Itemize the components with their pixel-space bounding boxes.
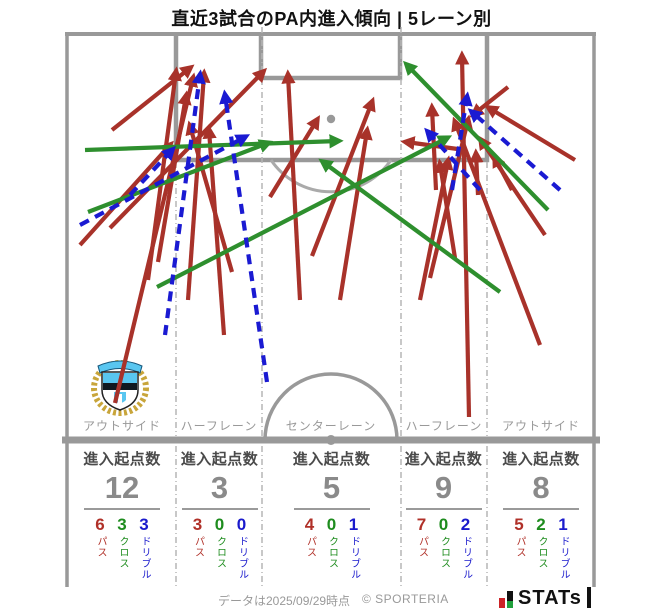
dribble-count: 2 <box>460 514 471 534</box>
origins-count: 3 <box>210 470 229 505</box>
pass-arrow <box>110 64 195 132</box>
divider <box>181 507 258 510</box>
pass-arrow <box>484 105 577 162</box>
cross-arrow <box>156 135 453 289</box>
pass-arrow <box>434 158 458 259</box>
stats-logo-text: STATs <box>518 587 582 609</box>
stat-title: 進入起点数 <box>83 451 161 468</box>
dribble-arrow <box>424 127 482 192</box>
lane-label-center: センターレーン <box>285 419 377 433</box>
pass-label: パス <box>192 536 204 559</box>
cross-count: 2 <box>536 514 546 534</box>
pass-label: パス <box>416 536 428 559</box>
lane-label-outside-right: アウトサイド <box>501 419 581 433</box>
cross-arrow <box>87 139 274 214</box>
cross-arrow <box>84 134 344 153</box>
pass-label: パス <box>514 536 525 559</box>
divider <box>405 507 482 510</box>
cross-label: クロス <box>117 536 128 570</box>
pass-count: 4 <box>304 514 315 534</box>
cross-count: 3 <box>117 514 127 534</box>
pass-label: パス <box>95 536 106 559</box>
stat-col-4: 進入起点数 9 7 パス 0 クロス 2 ドリブル <box>400 448 487 580</box>
stat-col-3: 進入起点数 5 4 パス 0 クロス 1 ドリブル <box>263 448 400 580</box>
data-date-note: データは2025/09/29時点 <box>218 594 351 608</box>
pass-count: 3 <box>192 514 203 534</box>
cross-label: クロス <box>214 536 226 570</box>
cross-label: クロス <box>326 536 338 570</box>
pass-count: 6 <box>95 514 105 534</box>
cross-label: クロス <box>438 536 450 570</box>
goal-box <box>258 34 403 81</box>
pass-arrow <box>425 102 440 191</box>
pass-arrow <box>337 125 373 301</box>
chart-title: 直近3試合のPA内進入傾向 | 5レーン別 <box>171 9 492 29</box>
pass-arrow <box>427 114 473 279</box>
center-spot <box>326 435 336 445</box>
divider <box>293 507 370 510</box>
dribble-label: ドリブル <box>460 536 472 581</box>
pass-label: パス <box>304 536 316 559</box>
dribble-label: ドリブル <box>236 536 248 581</box>
stat-col-2: 進入起点数 3 3 パス 0 クロス 0 ドリブル <box>176 448 263 580</box>
pass-arrow <box>78 140 174 247</box>
divider <box>84 507 160 510</box>
green-black-bar <box>507 591 513 608</box>
dribble-label: ドリブル <box>348 536 360 581</box>
dribble-arrow <box>79 134 251 227</box>
stat-col-5: 進入起点数 8 5 パス 2 クロス 1 ドリブル <box>487 448 595 580</box>
origins-count: 5 <box>322 470 341 505</box>
pass-arrow <box>185 120 235 273</box>
dribble-arrow <box>162 69 206 336</box>
copyright: © SPORTERIA <box>362 592 449 606</box>
lane-label-outside-left: アウトサイド <box>82 419 162 433</box>
dribble-label: ドリブル <box>139 536 150 581</box>
stat-title: 進入起点数 <box>502 451 580 468</box>
stats-logo: STATs <box>499 587 591 608</box>
pass-arrow <box>455 50 472 418</box>
dribble-label: ドリブル <box>558 536 569 581</box>
dribble-count: 1 <box>558 514 568 534</box>
origins-count: 12 <box>104 470 140 505</box>
pass-arrow <box>451 116 542 346</box>
stat-col-1: 進入起点数 12 6 パス 3 クロス 3 ドリブル <box>68 448 176 580</box>
cross-arrow <box>403 60 550 212</box>
divider <box>503 507 579 510</box>
stat-title: 進入起点数 <box>292 451 371 468</box>
cross-count: 0 <box>326 514 337 534</box>
logo-end-bar <box>586 587 591 608</box>
stat-title: 進入起点数 <box>180 451 259 468</box>
pass-arrow <box>477 135 547 237</box>
bar-chart-icon <box>499 588 513 608</box>
pass-arrow <box>281 69 303 301</box>
cross-count: 0 <box>214 514 225 534</box>
origins-count: 8 <box>532 470 550 505</box>
dribble-count: 3 <box>139 514 149 534</box>
pass-arrow <box>108 67 267 230</box>
origins-count: 9 <box>434 470 453 505</box>
penalty-spot <box>326 114 336 124</box>
dribble-arrow <box>128 145 176 197</box>
center-circle-arc <box>263 372 399 441</box>
pass-count: 7 <box>416 514 427 534</box>
dribble-count: 0 <box>236 514 247 534</box>
lane-label-half-right: ハーフレーン <box>405 419 483 433</box>
dribble-arrow <box>467 108 562 192</box>
pass-arrow <box>185 68 211 301</box>
lane-label-half-left: ハーフレーン <box>180 419 258 433</box>
red-bar <box>499 598 505 608</box>
cross-count: 0 <box>438 514 449 534</box>
cross-label: クロス <box>536 536 547 570</box>
dribble-arrow <box>219 89 270 383</box>
dribble-count: 1 <box>348 514 359 534</box>
stat-title: 進入起点数 <box>404 451 483 468</box>
pass-count: 5 <box>514 514 524 534</box>
cross-arrow <box>318 158 502 294</box>
